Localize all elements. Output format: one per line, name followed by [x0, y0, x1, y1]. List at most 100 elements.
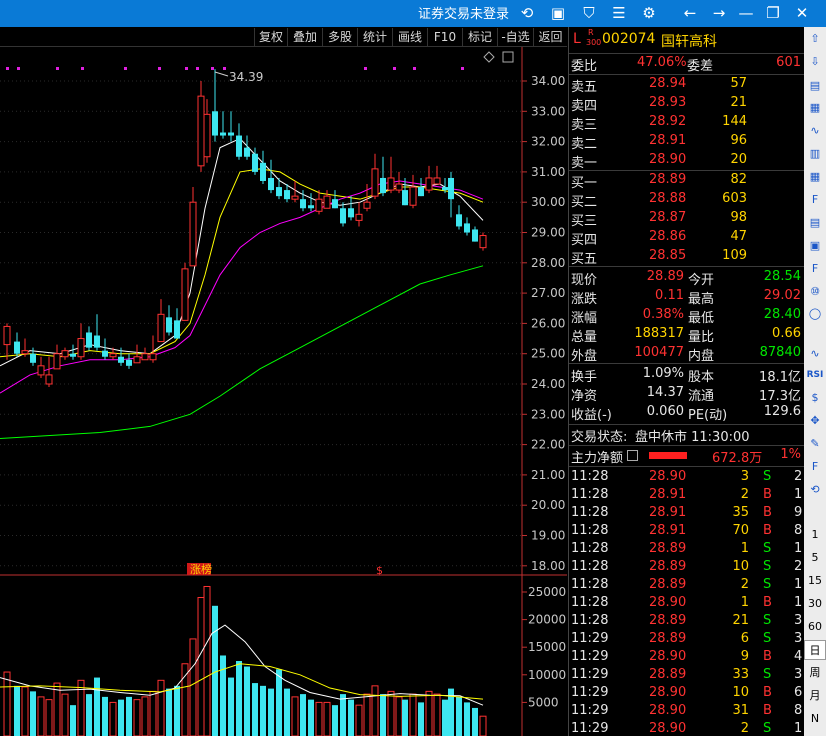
dollar-icon[interactable]: $: [811, 391, 819, 404]
rsi-icon[interactable]: RSI: [806, 370, 824, 380]
kline-icon[interactable]: ▥: [809, 147, 821, 160]
volume-tick-label: 10000: [528, 668, 566, 682]
signal-dot: [393, 67, 396, 70]
volume-bar: [387, 690, 395, 736]
draw-line-button[interactable]: 画线: [392, 28, 427, 46]
f10-alt-icon[interactable]: ⑩: [810, 285, 820, 298]
volume-bar: [70, 705, 76, 736]
period-button[interactable]: 月: [809, 689, 821, 702]
volume-bar: [348, 699, 354, 736]
bid-label: 买三: [571, 214, 598, 229]
minimize-icon[interactable]: —: [738, 4, 754, 22]
period-button[interactable]: 日: [804, 640, 826, 660]
mark-button[interactable]: 标记: [462, 28, 497, 46]
bid-price: 28.89: [649, 172, 687, 187]
period-button[interactable]: N: [810, 712, 820, 725]
candle-body: [348, 208, 354, 218]
volume-bar: [197, 597, 205, 736]
doc-icon[interactable]: ▤: [809, 216, 821, 229]
statistics-button[interactable]: 统计: [357, 28, 392, 46]
tick-price: 28.91: [649, 505, 687, 520]
price-tick-label: 29.00: [531, 226, 565, 240]
restore-rights-button[interactable]: 复权: [254, 28, 287, 46]
wave-icon[interactable]: ∿: [810, 347, 820, 360]
volume-bar: [315, 701, 323, 736]
signal-dot: [158, 67, 161, 70]
move-icon[interactable]: ✥: [810, 414, 820, 427]
fundamental-row: 收益(-) 0.060 PE(动) 129.6: [569, 404, 805, 423]
candle-body: [315, 198, 323, 212]
tick-side: B: [763, 595, 772, 610]
up-arrow-icon[interactable]: ⇧: [810, 32, 820, 45]
overlay-button[interactable]: 叠加: [287, 28, 322, 46]
line-chart-icon[interactable]: ∿: [810, 124, 820, 137]
settings-icon[interactable]: ⚙: [642, 4, 656, 22]
multi-stock-button[interactable]: 多股: [322, 28, 357, 46]
ma-line: [0, 180, 484, 394]
chart-settings-icon[interactable]: [483, 51, 514, 63]
tick-side: S: [763, 541, 772, 556]
remove-watchlist-button[interactable]: -自选: [497, 28, 533, 46]
bookmark-icon[interactable]: ▣: [809, 239, 821, 252]
tick-volume: 2: [740, 577, 749, 592]
candle-body: [3, 325, 11, 346]
refresh-icon[interactable]: ⟲: [810, 483, 820, 496]
period-button[interactable]: 5: [811, 551, 819, 564]
volume-tick-label: 25000: [528, 585, 566, 599]
f5-icon[interactable]: F: [811, 460, 819, 473]
candle-body: [300, 199, 306, 209]
shirt-icon[interactable]: ⛉: [583, 4, 595, 22]
candle-body: [203, 113, 211, 158]
report-icon[interactable]: ▤: [809, 79, 821, 92]
tick-time: 11:29: [571, 649, 609, 664]
price-tick-label: 27.00: [531, 286, 565, 300]
stat-value: 100477: [634, 345, 684, 360]
login-status[interactable]: 证券交易未登录: [418, 7, 510, 22]
volume-bar: [86, 694, 92, 736]
f10-button[interactable]: F10: [427, 28, 462, 46]
candle-body: [456, 214, 462, 227]
grid-icon[interactable]: ▦: [809, 170, 821, 183]
volume-bar: [133, 699, 141, 736]
info-icon[interactable]: [627, 450, 638, 461]
dialog-icon[interactable]: ▣: [550, 4, 566, 22]
forward-arrow-icon[interactable]: →: [712, 4, 726, 22]
candle-body: [252, 153, 258, 172]
refresh-icon[interactable]: ⟲: [520, 4, 534, 22]
circle-icon[interactable]: ◯: [808, 307, 822, 320]
period-button[interactable]: 30: [808, 597, 822, 610]
restore-icon[interactable]: ❐: [766, 4, 780, 22]
volume-bar: [260, 685, 266, 736]
bid-volume: 82: [730, 172, 747, 187]
f10-icon[interactable]: F: [811, 193, 819, 206]
tick-row: 11:29 28.90 2 S 1: [569, 721, 805, 736]
volume-bar: [157, 679, 165, 736]
fund-value: 0.060: [646, 404, 684, 419]
back-arrow-icon[interactable]: ←: [683, 4, 697, 22]
down-arrow-icon[interactable]: ⇩: [810, 55, 820, 68]
close-icon[interactable]: ✕: [795, 4, 809, 22]
volume-bar: [30, 691, 36, 736]
tick-price: 28.89: [649, 667, 687, 682]
period-button[interactable]: 1: [811, 528, 819, 541]
volume-bar: [53, 682, 61, 736]
bid-price: 28.87: [649, 210, 687, 225]
list-icon[interactable]: ☰: [612, 4, 626, 22]
pencil-icon[interactable]: ✎: [810, 437, 820, 450]
stat-value: 0.38%: [642, 307, 684, 322]
period-button[interactable]: 周: [809, 666, 821, 679]
volume-bar: [220, 655, 226, 736]
tick-time: 11:28: [571, 469, 609, 484]
candle-body: [371, 168, 379, 197]
candle-body: [21, 350, 29, 355]
f12-icon[interactable]: F: [811, 262, 819, 275]
event-tag[interactable]: [187, 563, 211, 575]
period-button[interactable]: 60: [808, 620, 822, 633]
period-button[interactable]: 15: [808, 574, 822, 587]
table-icon[interactable]: ▦: [809, 101, 821, 114]
stock-name[interactable]: 国轩高科: [661, 34, 717, 50]
tick-side: B: [763, 685, 772, 700]
kline-chart[interactable]: 34.00 33.00 32.00 31.00 30.00 29.00 28.00 27.00…: [0, 47, 567, 736]
volume-axis: 25000 20000 15000 10000 5000: [522, 585, 566, 709]
back-button[interactable]: 返回: [533, 28, 567, 46]
